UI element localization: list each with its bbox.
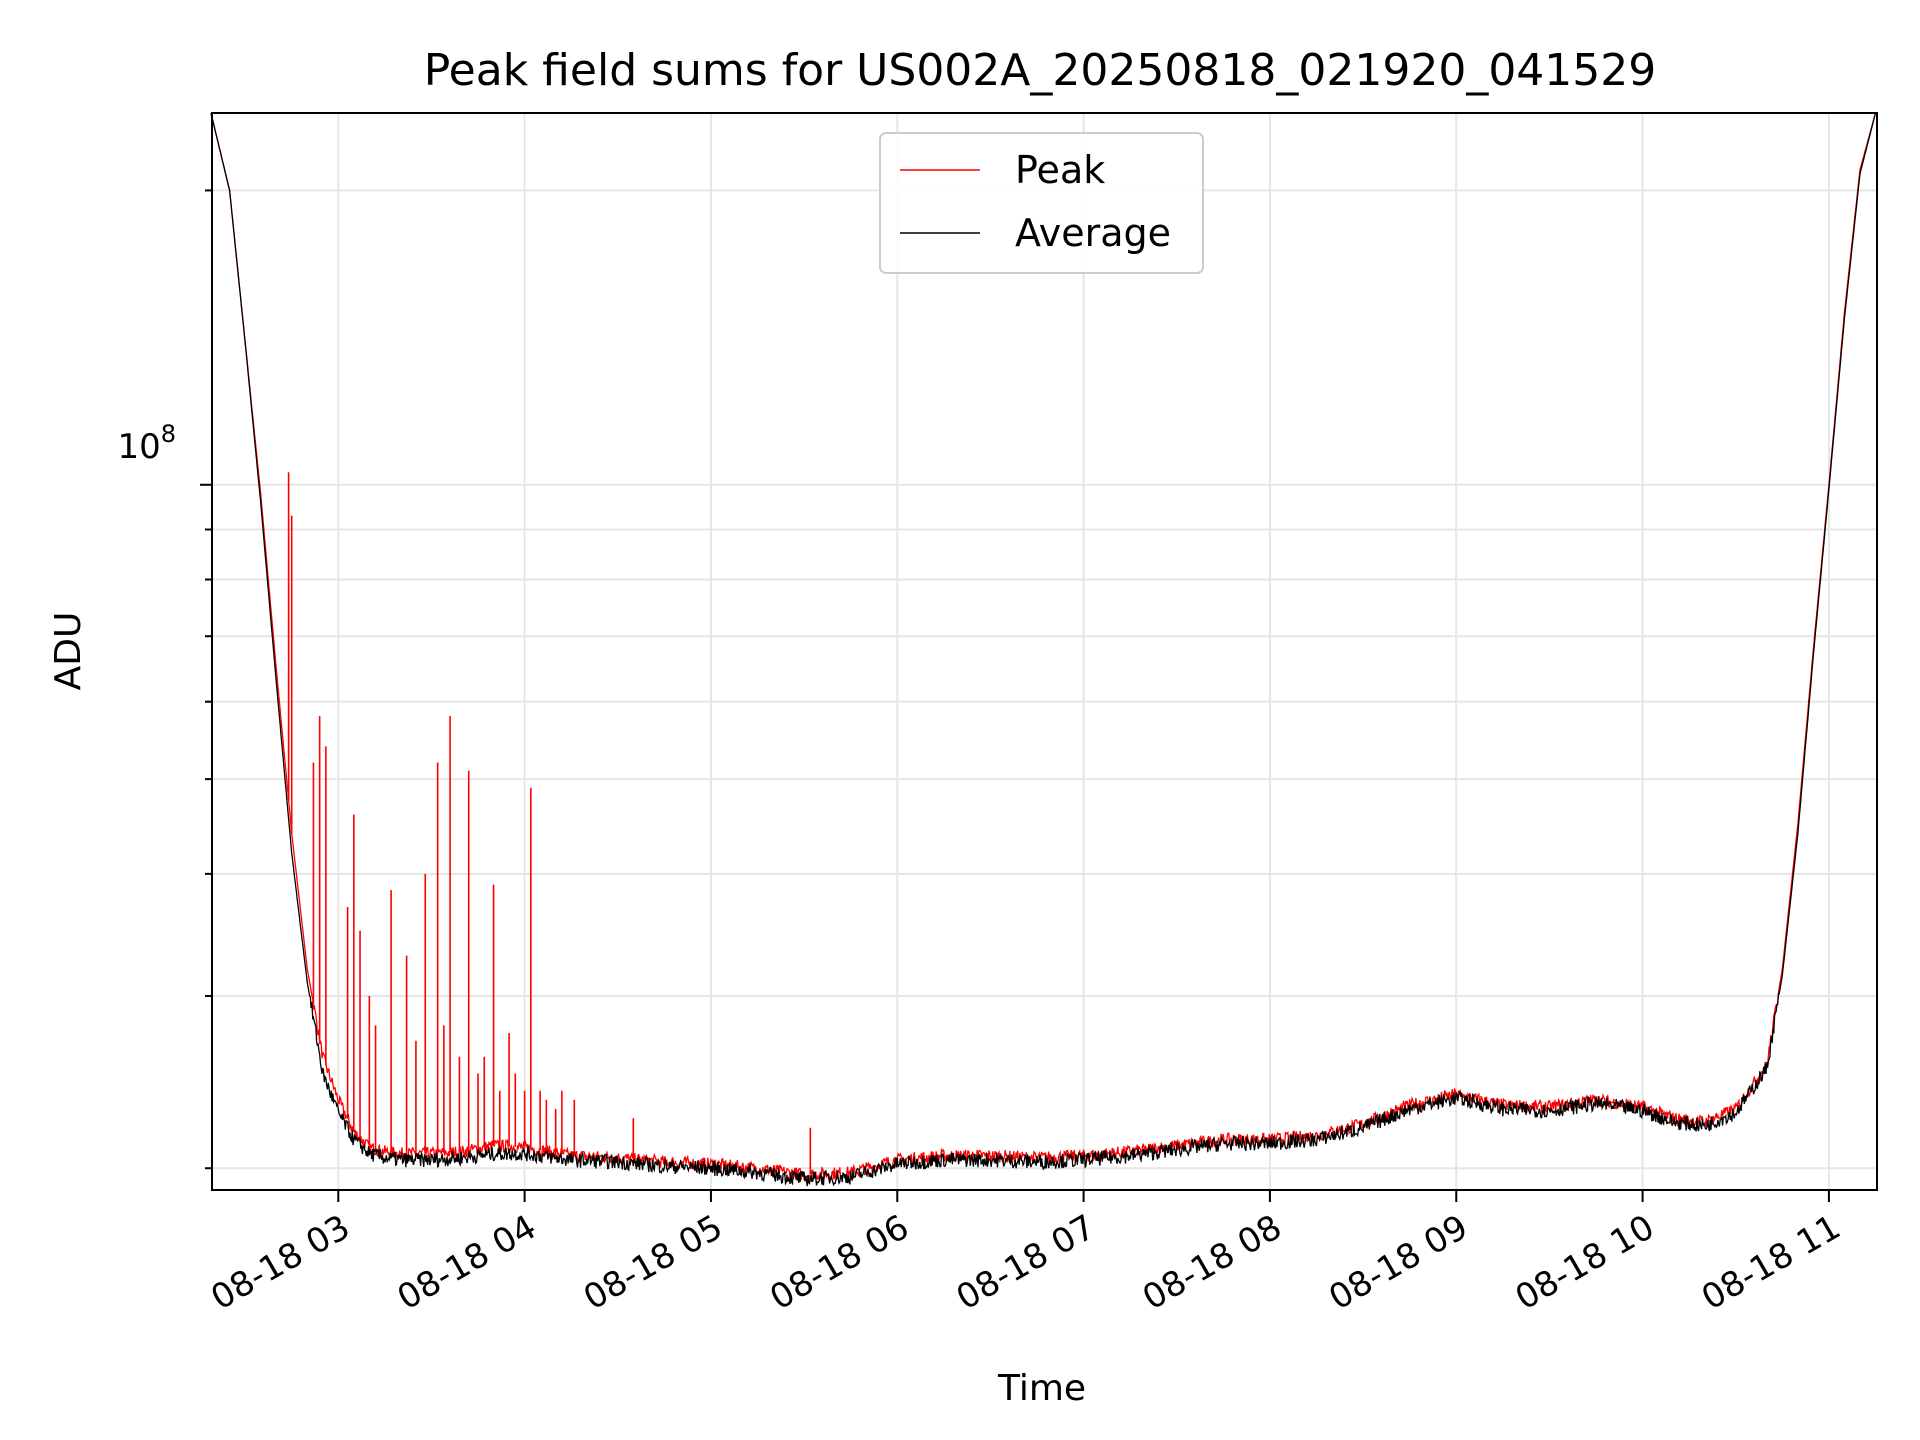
legend-label-peak: Peak bbox=[1015, 148, 1105, 192]
x-axis-label: Time bbox=[997, 1368, 1086, 1409]
legend: Peak Average bbox=[879, 132, 1204, 274]
average-series-line bbox=[210, 112, 1877, 1187]
y-tick-label: 108 bbox=[117, 420, 176, 467]
y-tick-label-base: 10 bbox=[117, 427, 160, 467]
plot-area bbox=[210, 112, 1877, 1187]
chart-title: Peak field sums for US002A_20250818_0219… bbox=[424, 45, 1657, 96]
legend-box bbox=[879, 132, 1204, 274]
axes-frame bbox=[211, 112, 1878, 1191]
legend-label-average: Average bbox=[1015, 211, 1171, 255]
y-axis-label: ADU bbox=[48, 612, 89, 691]
y-tick-label-exponent: 8 bbox=[161, 420, 176, 448]
y-axis: 108 bbox=[117, 189, 212, 1170]
